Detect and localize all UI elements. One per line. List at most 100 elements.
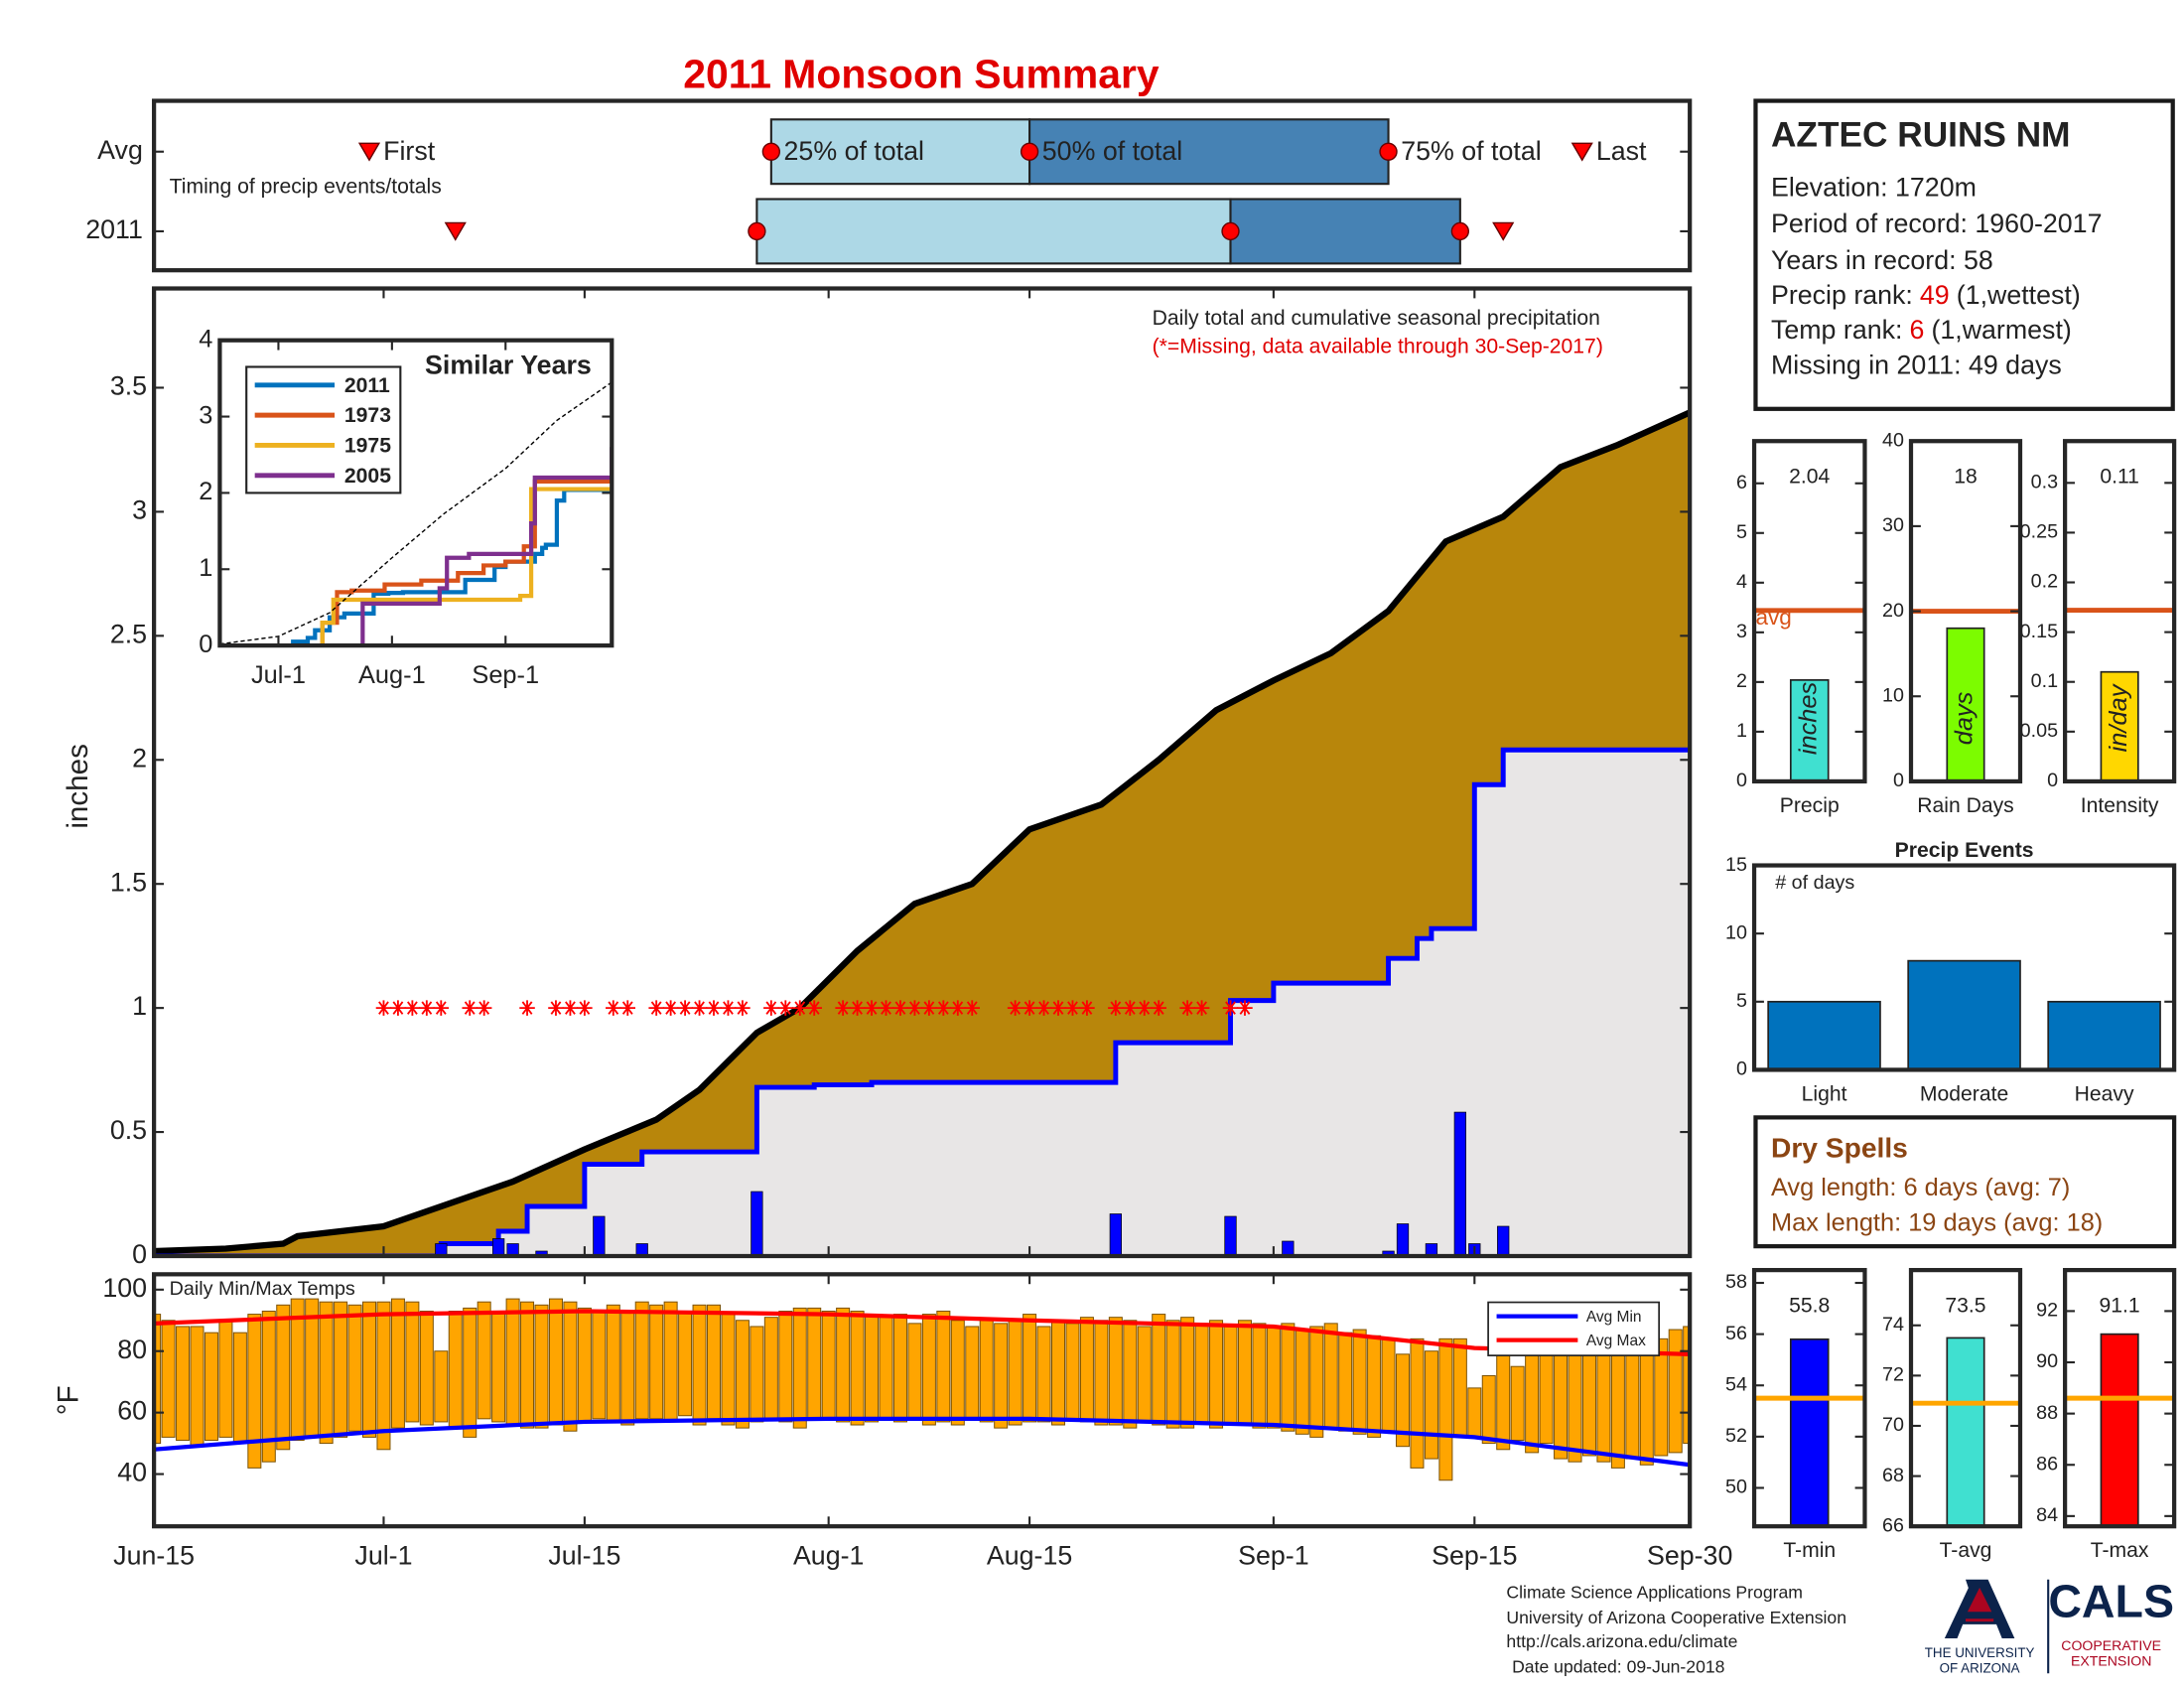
temp-range-bar — [477, 1301, 491, 1420]
legend-label: 1975 — [344, 434, 391, 457]
y-axis-label: inches — [62, 744, 94, 829]
missing-marker — [662, 1000, 679, 1016]
plot-area — [154, 409, 1691, 1257]
missing-marker — [964, 1000, 981, 1016]
bar — [1767, 1000, 1881, 1071]
plot-frame — [1908, 1267, 2023, 1529]
plot-frame — [1751, 863, 2177, 1072]
missing-marker — [577, 1000, 593, 1016]
temp-range-bar — [1581, 1337, 1596, 1457]
info-line: Years in record: 58 — [1771, 245, 1993, 275]
dry-spells-title: Dry Spells — [1771, 1131, 1908, 1163]
x-tick-label: Aug-1 — [793, 1540, 864, 1570]
avg-temp-line — [154, 1309, 1691, 1356]
temp-range-bar — [1094, 1320, 1109, 1426]
missing-marker — [1050, 1000, 1066, 1016]
y-tick-label: 70 — [1882, 1414, 1904, 1436]
temp-range-bar — [1008, 1320, 1023, 1426]
temp-range-bar — [1323, 1323, 1338, 1429]
temp-range-bar — [1554, 1344, 1569, 1460]
y-tick-label: 1 — [199, 554, 212, 582]
temp-range-bar — [1295, 1329, 1309, 1435]
y-tick-label: 86 — [2036, 1453, 2058, 1475]
avg-cumulative-line — [154, 409, 1691, 1255]
legend-label: Avg Min — [1586, 1309, 1642, 1326]
x-tick-label: Jul-1 — [251, 661, 306, 689]
y-tick-label: 5 — [1736, 521, 1747, 543]
annotation-note: (*=Missing, data available through 30-Se… — [1153, 335, 1603, 357]
avg-temp-line — [154, 1416, 1691, 1468]
temp-range-bar — [1424, 1350, 1438, 1460]
y-tick-label: 2 — [1736, 670, 1747, 692]
reference-line — [219, 381, 613, 645]
temp-range-bar — [505, 1298, 520, 1426]
temp-range-bar — [1108, 1317, 1123, 1426]
temp-range-bar — [950, 1320, 965, 1426]
info-box — [1753, 98, 2175, 411]
bar — [1907, 959, 2021, 1071]
temp-range-bar — [1036, 1326, 1051, 1423]
x-tick-label: Jul-1 — [354, 1540, 412, 1570]
temp-range-bar — [606, 1304, 620, 1423]
daily-precip-bar — [1396, 1223, 1410, 1257]
temp-range-bar — [161, 1320, 176, 1438]
temp-range-bar — [1180, 1317, 1195, 1429]
temp-range-bar — [176, 1326, 191, 1441]
y-tick-label: 0 — [1893, 770, 1904, 791]
percent-marker — [1450, 221, 1470, 241]
daily-precip-bar — [635, 1243, 648, 1257]
bar — [1789, 1337, 1830, 1528]
y-tick-label: 30 — [1882, 514, 1904, 536]
x-tick-label: Aug-15 — [987, 1540, 1072, 1570]
temp-range-bar — [1481, 1375, 1496, 1445]
missing-marker — [906, 1000, 923, 1016]
x-tick-label: Jul-15 — [548, 1540, 620, 1570]
temp-range-bar — [1051, 1320, 1066, 1426]
temp-range-bar — [592, 1310, 607, 1420]
temp-range-bar — [721, 1314, 736, 1426]
missing-marker — [476, 1000, 492, 1016]
temp-range-bar — [1410, 1337, 1425, 1469]
temp-range-bar — [836, 1307, 851, 1423]
missing-marker — [878, 1000, 894, 1016]
temp-range-bar — [362, 1301, 377, 1438]
plot-frame — [152, 1272, 1693, 1529]
temp-range-bar — [232, 1332, 247, 1445]
extension-text: COOPERATIVE — [2061, 1637, 2161, 1653]
y-tick-label: 56 — [1725, 1323, 1747, 1344]
y-tick-label: 3 — [199, 401, 212, 429]
value-label: 73.5 — [1945, 1294, 1985, 1317]
temp-range-bar — [807, 1307, 822, 1420]
y-tick-label: 0 — [132, 1239, 147, 1269]
category-label: Precip — [1780, 794, 1840, 817]
temp-range-bar — [463, 1307, 478, 1438]
y-tick-label: 58 — [1725, 1271, 1747, 1293]
temp-range-bar — [1266, 1326, 1281, 1429]
missing-marker — [1079, 1000, 1095, 1016]
y-tick-label: 3 — [1736, 621, 1747, 642]
temp-range-bar — [419, 1310, 434, 1426]
panel-title: Daily Min/Max Temps — [170, 1278, 355, 1300]
legend-box — [1487, 1301, 1661, 1356]
plot-frame — [1751, 1267, 1867, 1529]
temp-range-bar — [1223, 1326, 1238, 1426]
series-line — [219, 488, 613, 646]
missing-marker — [519, 1000, 535, 1016]
bar — [2100, 670, 2139, 782]
x-tick-label: Sep-1 — [472, 661, 539, 689]
missing-marker — [892, 1000, 908, 1016]
y-tick-label: 40 — [117, 1458, 147, 1487]
y-tick-label: 100 — [102, 1273, 147, 1303]
unit-label: inches — [1794, 681, 1822, 755]
temp-range-bar — [763, 1317, 778, 1420]
unit-label: days — [1951, 691, 1979, 745]
temp-range-bar — [204, 1332, 218, 1441]
temp-range-bar — [892, 1314, 907, 1423]
rank-label: Precip rank: — [1771, 280, 1913, 310]
y-tick-label: 84 — [2036, 1504, 2058, 1526]
missing-marker — [763, 1000, 779, 1016]
missing-marker — [462, 1000, 478, 1016]
y-tick-label: 74 — [1882, 1314, 1904, 1336]
y-tick-label: 20 — [1882, 600, 1904, 622]
